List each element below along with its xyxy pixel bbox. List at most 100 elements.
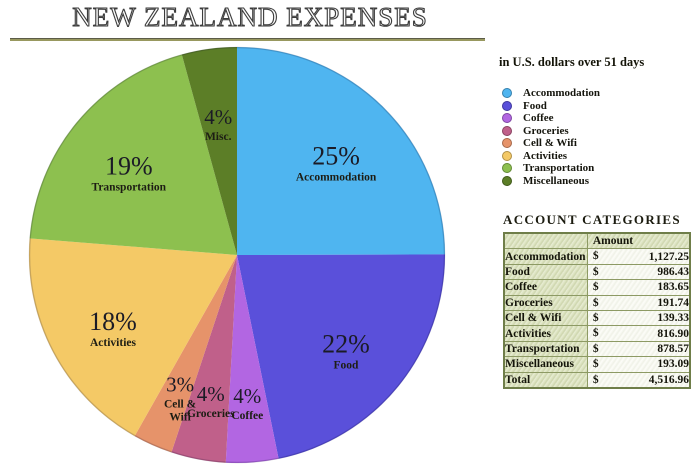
pie-slice-name-groceries: Groceries: [187, 408, 235, 420]
row-amount-value: 193.09: [657, 358, 689, 371]
legend-item-cell-wifi: Cell & Wifi: [502, 137, 600, 150]
pie-pct-label-transportation: 19%: [105, 152, 153, 181]
legend-label: Transportation: [523, 162, 595, 175]
currency-symbol: $: [592, 342, 599, 355]
row-label[interactable]: Total: [503, 371, 588, 389]
table-row-activities: Activities $816.90: [503, 325, 691, 342]
row-amount-cell[interactable]: $878.57: [586, 340, 691, 358]
row-label[interactable]: Accommodation: [503, 248, 588, 265]
row-label[interactable]: Transportation: [503, 340, 588, 358]
table-row-miscellaneous: Miscellaneous $193.09: [503, 356, 691, 373]
legend-item-transportation: Transportation: [502, 162, 600, 175]
pie-pct-label-food: 22%: [322, 330, 370, 359]
legend-label: Food: [523, 99, 547, 112]
legend-swatch-icon: [502, 150, 512, 161]
legend-item-activities: Activities: [502, 150, 600, 163]
pie-pct-label-coffee: 4%: [233, 384, 261, 408]
pie-pct-label-miscellaneous: 4%: [204, 105, 232, 129]
table-title: ACCOUNT CATEGORIES: [503, 212, 681, 227]
account-categories-block: ACCOUNT CATEGORIES Amount Accommodation $…: [503, 212, 693, 389]
legend-label: Groceries: [523, 124, 569, 137]
legend-item-groceries: Groceries: [502, 125, 600, 138]
pie-slice-name-activities: Activities: [90, 337, 137, 349]
pie-pct-label-activities: 18%: [89, 307, 137, 336]
pie-slice-miscellaneous[interactable]: [181, 47, 237, 255]
currency-symbol: $: [592, 327, 599, 340]
row-amount-value: 816.90: [657, 327, 689, 340]
legend-swatch-icon: [502, 100, 512, 111]
pie-slice-transportation[interactable]: [29, 54, 238, 256]
pie-pct-label-cell-wifi: 3%: [166, 372, 194, 396]
legend-item-accommodation: Accommodation: [502, 87, 600, 100]
legend-label: Cell & Wifi: [523, 137, 577, 150]
row-amount-cell[interactable]: $193.09: [586, 356, 691, 373]
row-amount-value: 191.74: [657, 296, 689, 309]
currency-symbol: $: [592, 265, 599, 278]
row-amount-value: 986.43: [657, 265, 689, 278]
header-amount-cell[interactable]: Amount: [586, 232, 691, 250]
pie-slice-name-accommodation: Accommodation: [296, 172, 377, 184]
pie-pct-label-groceries: 4%: [197, 382, 225, 406]
row-amount-cell[interactable]: $191.74: [586, 294, 691, 311]
row-amount-value: 4,516.96: [648, 373, 689, 386]
row-amount-value: 878.57: [657, 342, 689, 355]
chart-title: NEW ZEALAND EXPENSES: [72, 1, 428, 32]
currency-symbol: $: [592, 296, 599, 309]
row-amount-cell[interactable]: $183.65: [586, 279, 691, 296]
legend-swatch-icon: [502, 113, 512, 124]
row-amount-value: 1,127.25: [648, 250, 689, 263]
row-label[interactable]: Miscellaneous: [503, 356, 588, 373]
legend-swatch-icon: [502, 163, 512, 174]
row-amount-cell[interactable]: $1,127.25: [586, 248, 691, 265]
currency-symbol: $: [592, 373, 599, 386]
pie-slice-coffee[interactable]: [225, 255, 279, 464]
table-row-total: Total $4,516.96: [503, 371, 691, 389]
pie-slice-activities[interactable]: [29, 238, 237, 437]
row-amount-cell[interactable]: $816.90: [586, 325, 691, 342]
row-label[interactable]: Food: [503, 263, 588, 281]
row-amount-cell[interactable]: $139.33: [586, 309, 691, 327]
table-row-groceries: Groceries $191.74: [503, 294, 691, 311]
table-row-coffee: Coffee $183.65: [503, 279, 691, 296]
pie-slice-name-cell-wifi: Wifi: [169, 411, 191, 423]
legend-label: Activities: [523, 149, 567, 162]
legend-item-coffee: Coffee: [502, 112, 600, 125]
pie-slice-name-food: Food: [333, 360, 359, 372]
currency-symbol: $: [592, 250, 599, 263]
legend-swatch-icon: [502, 125, 512, 136]
row-label[interactable]: Cell & Wifi: [503, 309, 588, 327]
chart-legend: Accommodation Food Coffee Groceries Cell & W…: [502, 87, 600, 187]
currency-symbol: $: [592, 281, 599, 294]
table-row-transportation: Transportation $878.57: [503, 340, 691, 358]
pie-slice-cell-wifi[interactable]: [134, 255, 237, 453]
row-amount-value: 183.65: [657, 281, 689, 294]
legend-swatch-icon: [502, 138, 512, 149]
title-underline: [10, 38, 485, 41]
pie-slice-food[interactable]: [237, 254, 446, 459]
header-empty-cell[interactable]: [503, 232, 588, 250]
table-row-cell-wifi: Cell & Wifi $139.33: [503, 309, 691, 327]
currency-symbol: $: [592, 358, 599, 371]
pie-slice-groceries[interactable]: [171, 255, 237, 463]
table-header-row: Amount: [503, 232, 691, 250]
legend-item-food: Food: [502, 100, 600, 113]
pie-chart: 25%Accommodation22%Food4%Coffee4%Groceri…: [28, 46, 446, 464]
row-amount-cell[interactable]: $986.43: [586, 263, 691, 281]
row-label[interactable]: Groceries: [503, 294, 588, 311]
row-amount-cell[interactable]: $4,516.96: [586, 371, 691, 389]
pie-slice-name-transportation: Transportation: [92, 182, 167, 194]
currency-symbol: $: [592, 311, 599, 324]
legend-swatch-icon: [502, 175, 512, 186]
row-label[interactable]: Coffee: [503, 279, 588, 296]
legend-label: Accommodation: [523, 87, 600, 100]
row-amount-value: 139.33: [657, 312, 689, 325]
row-label[interactable]: Activities: [503, 325, 588, 342]
legend-swatch-icon: [502, 88, 512, 99]
chart-subtitle: in U.S. dollars over 51 days: [499, 55, 645, 69]
pie-slice-accommodation[interactable]: [237, 47, 445, 255]
legend-label: Coffee: [523, 112, 554, 125]
pie-slice-name-miscellaneous: Misc.: [205, 131, 232, 143]
table-row-accommodation: Accommodation $1,127.25: [503, 248, 691, 265]
legend-item-miscellaneous: Miscellaneous: [502, 175, 600, 188]
